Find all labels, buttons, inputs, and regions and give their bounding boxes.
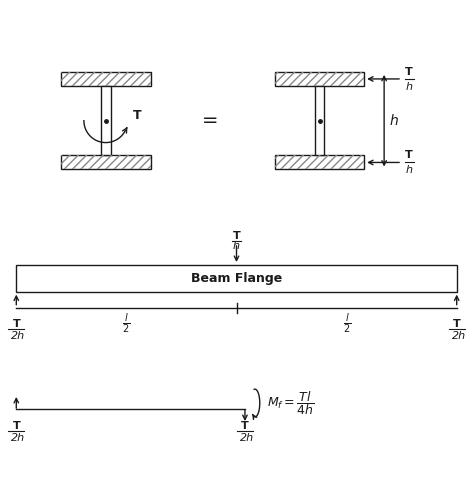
Text: 2h: 2h [11,433,26,443]
Text: T: T [12,320,20,330]
Text: h: h [405,165,412,175]
Text: h: h [233,241,240,251]
FancyBboxPatch shape [61,156,151,169]
Text: $\frac{l}{2}$: $\frac{l}{2}$ [343,311,351,335]
Text: Beam Flange: Beam Flange [191,272,282,285]
Text: 2h: 2h [11,332,26,341]
Text: h: h [389,114,398,128]
Text: T: T [405,67,413,77]
Text: 2h: 2h [452,332,466,341]
Text: T: T [405,150,413,161]
FancyBboxPatch shape [275,72,364,86]
Text: 2h: 2h [240,433,254,443]
Text: =: = [202,111,219,130]
FancyBboxPatch shape [101,86,111,156]
FancyBboxPatch shape [61,72,151,86]
FancyBboxPatch shape [275,156,364,169]
Text: $\frac{l}{2}$: $\frac{l}{2}$ [122,311,130,335]
Text: T: T [241,421,249,431]
Text: h: h [405,82,412,92]
Text: $M_f = \dfrac{Tl}{4h}$: $M_f = \dfrac{Tl}{4h}$ [267,389,314,417]
Text: T: T [133,109,141,122]
Bar [16,265,457,292]
Text: T: T [233,231,240,241]
FancyBboxPatch shape [315,86,325,156]
Text: T: T [12,421,20,431]
Text: T: T [453,320,461,330]
